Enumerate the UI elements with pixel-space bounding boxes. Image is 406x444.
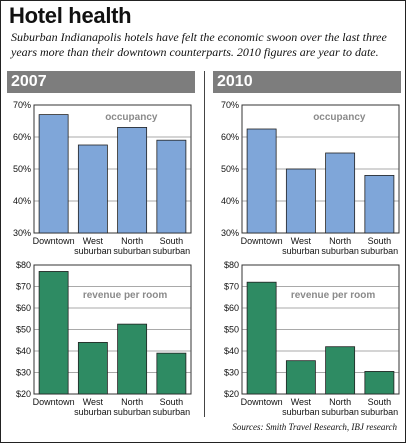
y-tick-label-2010-revenue: $30 <box>224 368 239 378</box>
bar-2010-revenue-2 <box>325 346 356 395</box>
y-tick-label-2010-occupancy: 40% <box>221 196 239 206</box>
bar-2007-revenue-3 <box>156 352 187 395</box>
y-tick-label-2007-revenue: $20 <box>16 389 31 399</box>
y-tick-label-2010-occupancy: 70% <box>221 100 239 110</box>
metric-label-2007-occupancy: occupancy <box>105 112 158 123</box>
category-label-2007-revenue: Downtown <box>33 397 75 407</box>
category-label-2010-revenue: North suburban <box>321 397 359 417</box>
category-label-2010-occupancy: Downtown <box>241 236 283 246</box>
y-tick-label-2007-occupancy: 40% <box>13 196 31 206</box>
y-tick-label-2007-revenue: $60 <box>16 303 31 313</box>
y-tick-label-2010-revenue: $70 <box>224 282 239 292</box>
category-label-2010-occupancy: North suburban <box>321 236 359 256</box>
bar-2007-occupancy-3 <box>156 139 187 234</box>
bar-2010-occupancy-1 <box>285 168 316 234</box>
y-tick-label-2010-occupancy: 30% <box>221 228 239 238</box>
panel-header-2007: 2007 <box>7 71 195 93</box>
y-tick-label-2007-revenue: $50 <box>16 325 31 335</box>
category-label-2010-revenue: South suburban <box>361 397 399 417</box>
y-tick-label-2010-revenue: $60 <box>224 303 239 313</box>
y-tick-label-2007-occupancy: 70% <box>13 100 31 110</box>
bar-2007-occupancy-2 <box>117 127 148 234</box>
bar-2010-revenue-3 <box>364 371 395 395</box>
source-note: Sources: Smith Travel Research, IBJ rese… <box>232 422 397 432</box>
y-tick-label-2010-revenue: $80 <box>224 260 239 270</box>
category-label-2007-occupancy: Downtown <box>33 236 75 246</box>
metric-label-2010-occupancy: occupancy <box>313 112 366 123</box>
y-tick-label-2007-revenue: $70 <box>16 282 31 292</box>
category-label-2010-occupancy: West suburban <box>282 236 320 256</box>
bar-2010-occupancy-3 <box>364 174 395 234</box>
y-tick-label-2007-occupancy: 60% <box>13 132 31 142</box>
y-tick-label-2010-occupancy: 60% <box>221 132 239 142</box>
bar-2010-revenue-0 <box>246 281 277 395</box>
bar-2007-revenue-0 <box>38 271 69 395</box>
y-tick-label-2007-occupancy: 50% <box>13 164 31 174</box>
category-label-2007-occupancy: West suburban <box>74 236 112 256</box>
category-label-2010-revenue: Downtown <box>241 397 283 407</box>
category-label-2010-revenue: West suburban <box>282 397 320 417</box>
y-tick-label-2007-occupancy: 30% <box>13 228 31 238</box>
bar-2010-revenue-1 <box>285 360 316 395</box>
y-tick-label-2007-revenue: $30 <box>16 368 31 378</box>
category-label-2007-occupancy: North suburban <box>113 236 151 256</box>
subtitle: Suburban Indianapolis hotels have felt t… <box>11 30 387 59</box>
bar-2010-occupancy-0 <box>246 128 277 234</box>
panel-header-2010: 2010 <box>213 71 401 93</box>
category-label-2007-revenue: West suburban <box>74 397 112 417</box>
bar-2007-revenue-1 <box>77 341 108 395</box>
panel-divider <box>204 71 205 417</box>
bar-2010-occupancy-2 <box>325 152 356 234</box>
y-tick-label-2007-revenue: $80 <box>16 260 31 270</box>
category-label-2007-occupancy: South suburban <box>153 236 191 256</box>
metric-label-2007-revenue: revenue per room <box>83 290 168 301</box>
y-tick-label-2010-revenue: $50 <box>224 325 239 335</box>
category-label-2007-revenue: South suburban <box>153 397 191 417</box>
y-tick-label-2010-revenue: $20 <box>224 389 239 399</box>
category-label-2010-occupancy: South suburban <box>361 236 399 256</box>
metric-label-2010-revenue: revenue per room <box>291 290 376 301</box>
bar-2007-occupancy-0 <box>38 114 69 234</box>
y-tick-label-2007-revenue: $40 <box>16 346 31 356</box>
page-title: Hotel health <box>9 3 132 28</box>
bar-2007-revenue-2 <box>117 323 148 395</box>
y-tick-label-2010-revenue: $40 <box>224 346 239 356</box>
category-label-2007-revenue: North suburban <box>113 397 151 417</box>
bar-2007-occupancy-1 <box>77 144 108 234</box>
y-tick-label-2010-occupancy: 50% <box>221 164 239 174</box>
